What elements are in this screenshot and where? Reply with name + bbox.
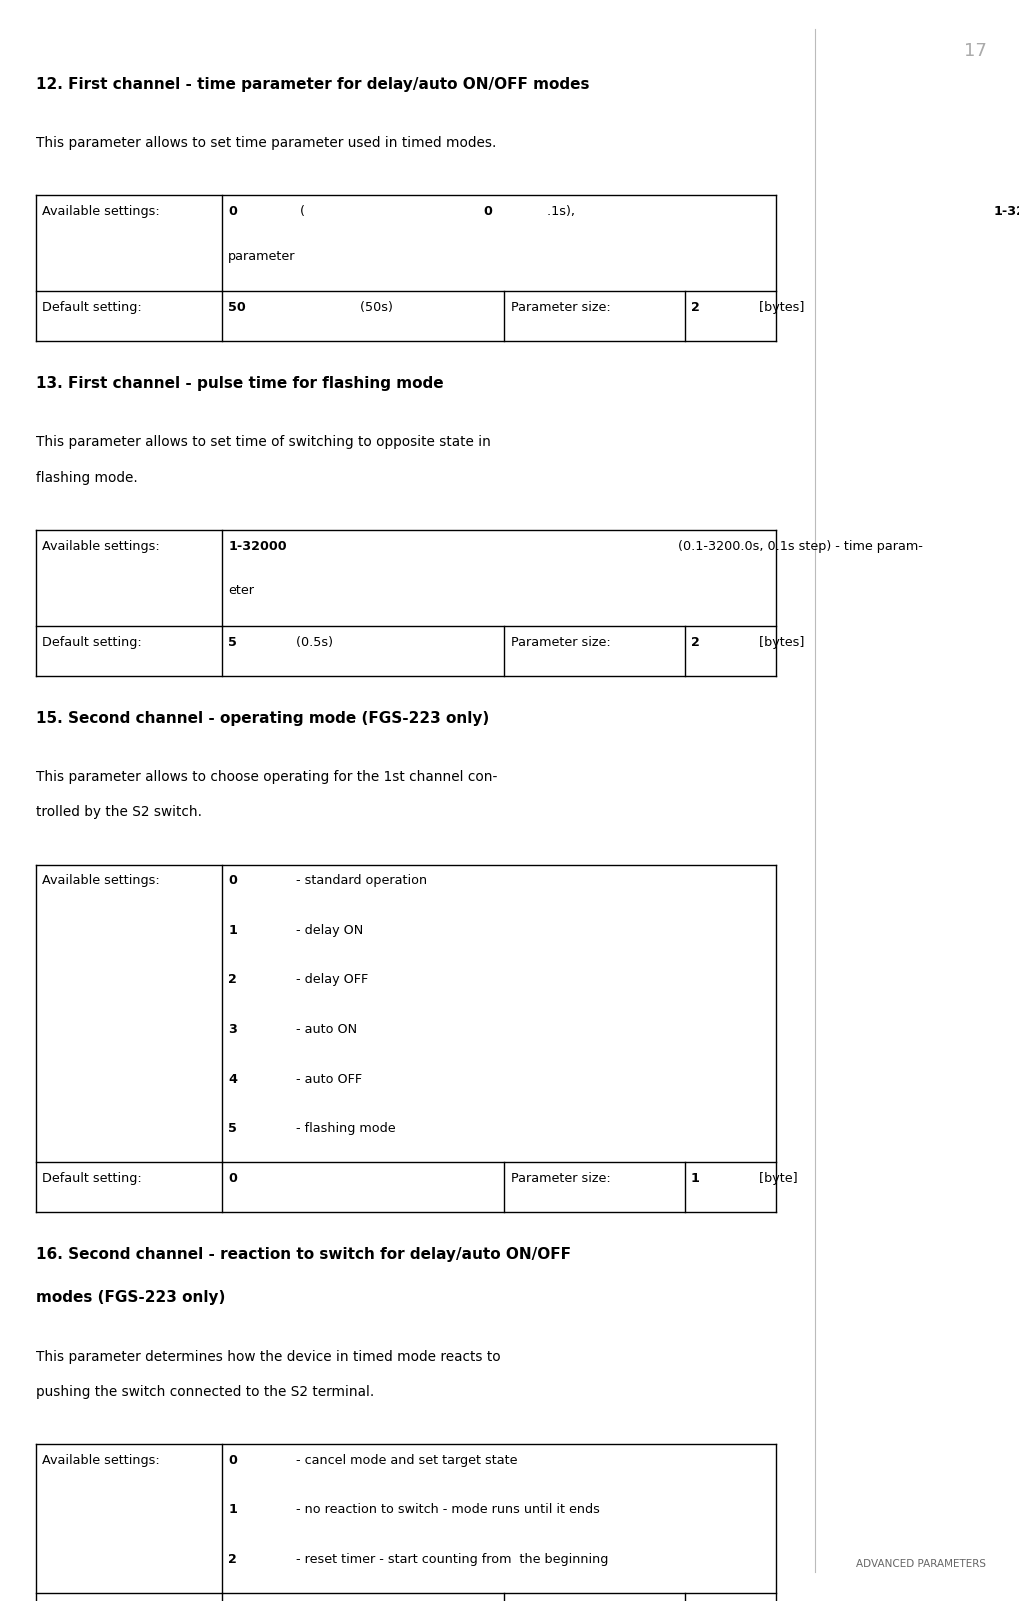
Text: Available settings:: Available settings: <box>42 874 160 887</box>
Text: parameter: parameter <box>228 250 296 263</box>
Text: This parameter allows to set time parameter used in timed modes.: This parameter allows to set time parame… <box>36 136 496 150</box>
Text: [bytes]: [bytes] <box>755 636 804 648</box>
Text: 1: 1 <box>228 1503 237 1516</box>
Text: 0: 0 <box>228 874 237 887</box>
Text: - delay OFF: - delay OFF <box>292 973 368 986</box>
Text: flashing mode.: flashing mode. <box>36 471 138 485</box>
Text: This parameter allows to set time of switching to opposite state in: This parameter allows to set time of swi… <box>36 435 490 450</box>
Text: - cancel mode and set target state: - cancel mode and set target state <box>292 1454 518 1467</box>
Text: 1: 1 <box>228 924 237 937</box>
Text: 3: 3 <box>228 1023 237 1036</box>
Text: .1s),: .1s), <box>547 205 583 218</box>
Text: eter: eter <box>228 584 255 597</box>
Text: Default setting:: Default setting: <box>42 1172 142 1185</box>
Text: Parameter size:: Parameter size: <box>511 1172 610 1185</box>
Text: 1-32000: 1-32000 <box>994 205 1019 218</box>
Text: (0.1-3200.0s, 0.1s step) - time param-: (0.1-3200.0s, 0.1s step) - time param- <box>675 540 923 552</box>
Text: Available settings:: Available settings: <box>42 1454 160 1467</box>
Text: [bytes]: [bytes] <box>755 301 804 314</box>
Text: 17: 17 <box>964 42 986 59</box>
Text: (: ( <box>292 205 305 218</box>
Text: 0: 0 <box>228 205 237 218</box>
Text: - no reaction to switch - mode runs until it ends: - no reaction to switch - mode runs unti… <box>292 1503 600 1516</box>
Text: - auto OFF: - auto OFF <box>292 1073 362 1085</box>
Text: 0: 0 <box>228 1454 237 1467</box>
Text: This parameter determines how the device in timed mode reacts to: This parameter determines how the device… <box>36 1350 500 1364</box>
Text: - delay ON: - delay ON <box>292 924 363 937</box>
Text: trolled by the S2 switch.: trolled by the S2 switch. <box>36 805 202 820</box>
Text: 5: 5 <box>228 1122 237 1135</box>
Text: 2: 2 <box>228 1553 237 1566</box>
Text: 4: 4 <box>228 1073 237 1085</box>
Text: 15. Second channel - operating mode (FGS-223 only): 15. Second channel - operating mode (FGS… <box>36 711 489 725</box>
Text: - auto ON: - auto ON <box>292 1023 357 1036</box>
Text: ADVANCED PARAMETERS: ADVANCED PARAMETERS <box>856 1559 986 1569</box>
Text: 1: 1 <box>691 1172 700 1185</box>
Text: 2: 2 <box>228 973 237 986</box>
Text: 2: 2 <box>691 301 700 314</box>
Text: 1-32000: 1-32000 <box>228 540 287 552</box>
Text: 50: 50 <box>228 301 246 314</box>
Text: [byte]: [byte] <box>755 1172 797 1185</box>
Text: Default setting:: Default setting: <box>42 636 142 648</box>
Text: Parameter size:: Parameter size: <box>511 301 610 314</box>
Text: Default setting:: Default setting: <box>42 301 142 314</box>
Text: Parameter size:: Parameter size: <box>511 636 610 648</box>
Text: (0.5s): (0.5s) <box>292 636 333 648</box>
Text: 16. Second channel - reaction to switch for delay/auto ON/OFF: 16. Second channel - reaction to switch … <box>36 1247 571 1262</box>
Text: 0: 0 <box>228 1172 237 1185</box>
Text: pushing the switch connected to the S2 terminal.: pushing the switch connected to the S2 t… <box>36 1385 374 1399</box>
Text: Available settings:: Available settings: <box>42 540 160 552</box>
Text: 13. First channel - pulse time for flashing mode: 13. First channel - pulse time for flash… <box>36 376 443 391</box>
Text: modes (FGS-223 only): modes (FGS-223 only) <box>36 1290 225 1305</box>
Text: - reset timer - start counting from  the beginning: - reset timer - start counting from the … <box>292 1553 608 1566</box>
Text: 0: 0 <box>483 205 492 218</box>
Text: - flashing mode: - flashing mode <box>292 1122 395 1135</box>
Text: 5: 5 <box>228 636 237 648</box>
Text: (50s): (50s) <box>356 301 392 314</box>
Text: 2: 2 <box>691 636 700 648</box>
Text: - standard operation: - standard operation <box>292 874 427 887</box>
Text: This parameter allows to choose operating for the 1st channel con-: This parameter allows to choose operatin… <box>36 770 497 784</box>
Text: 12. First channel - time parameter for delay/auto ON/OFF modes: 12. First channel - time parameter for d… <box>36 77 589 91</box>
Text: Available settings:: Available settings: <box>42 205 160 218</box>
